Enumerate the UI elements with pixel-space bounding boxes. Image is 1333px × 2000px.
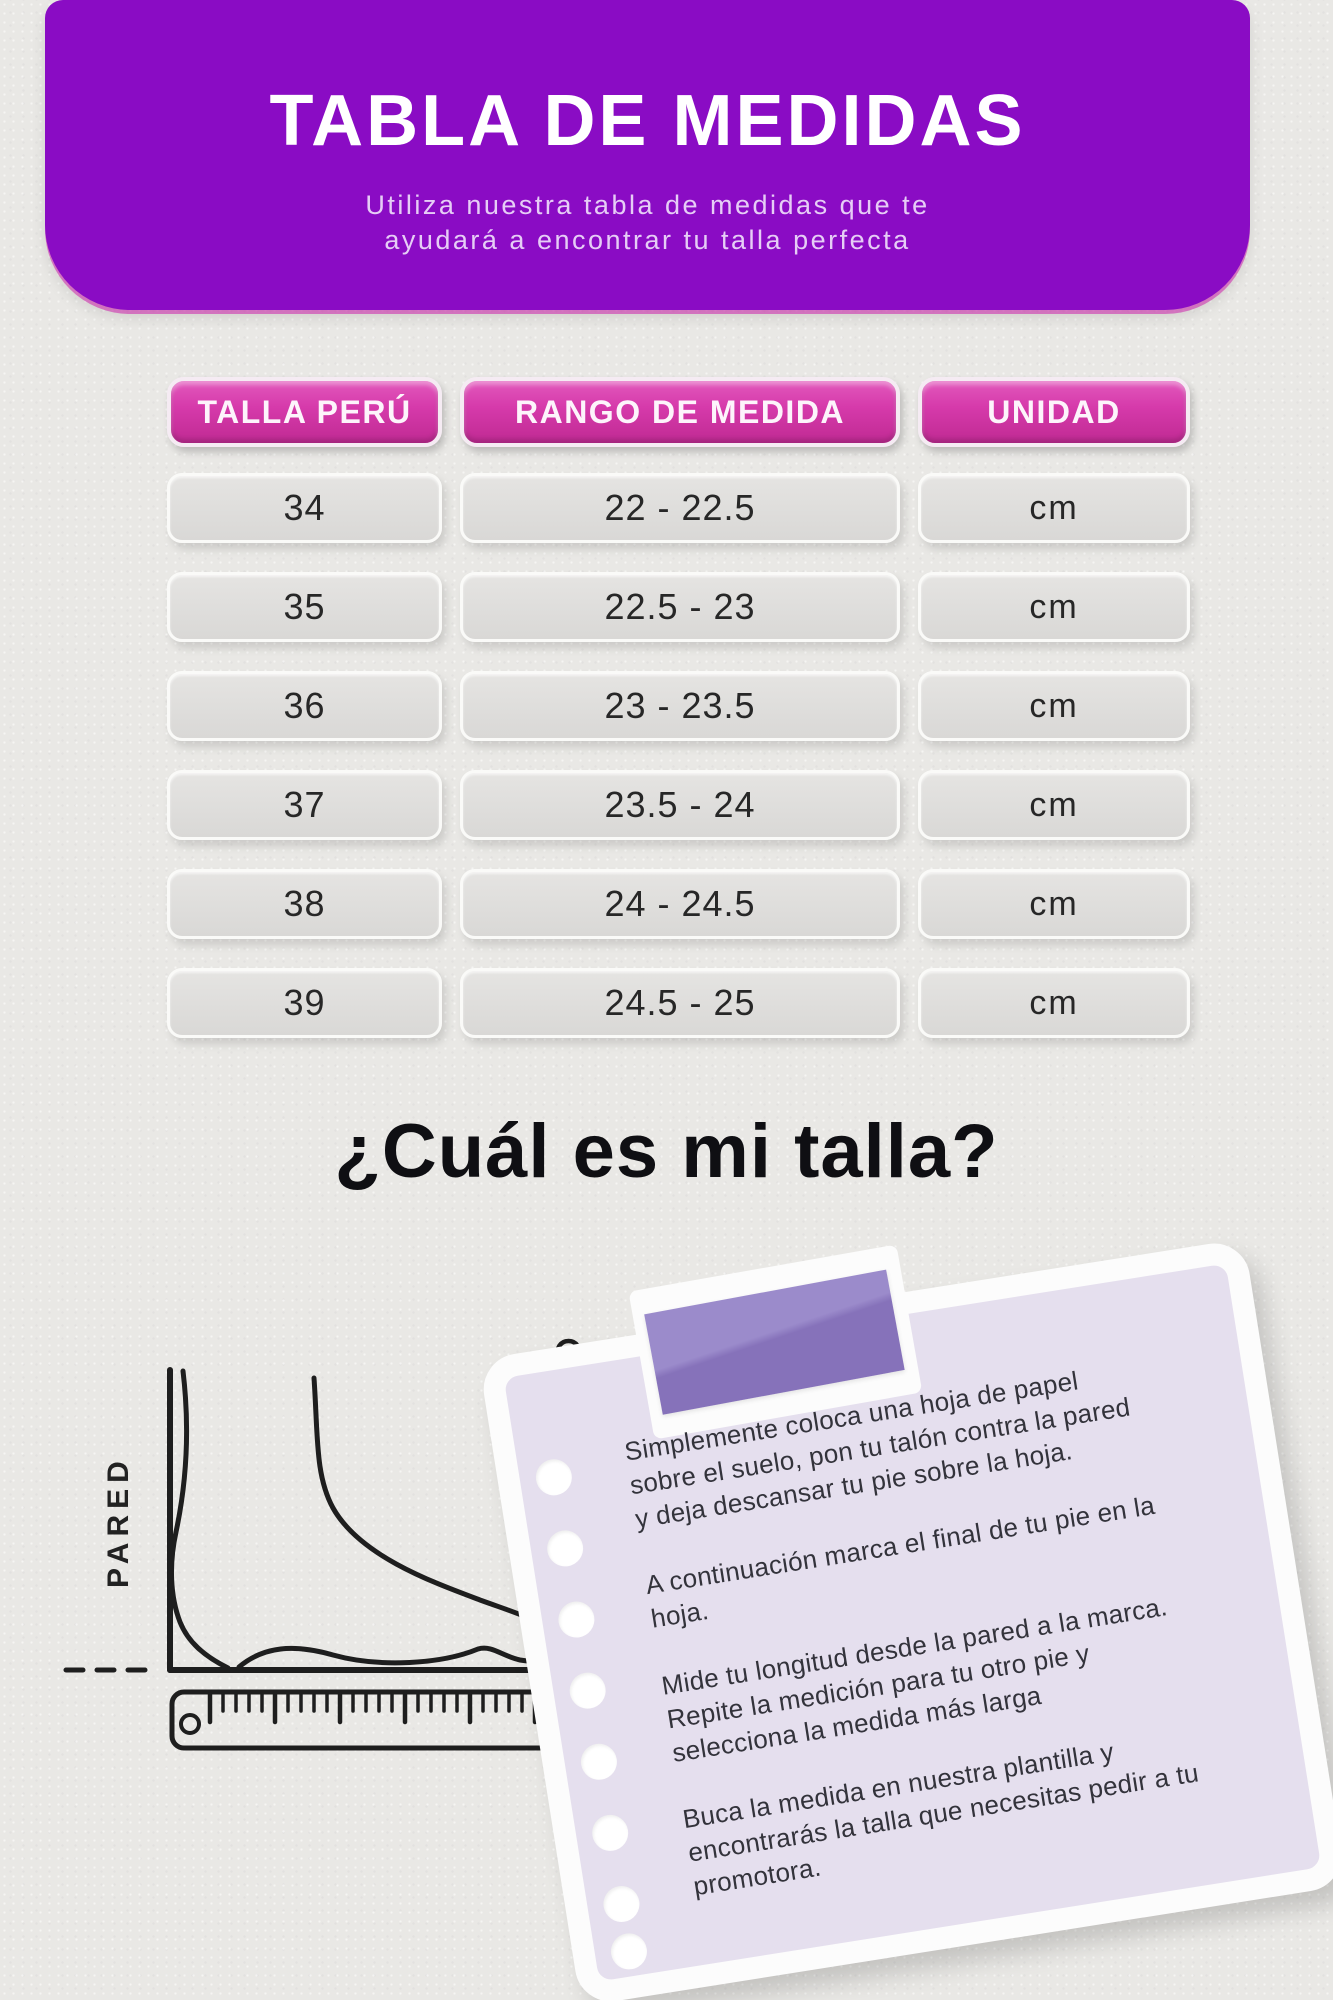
punch-hole — [589, 1812, 631, 1854]
cell-rango: 23 - 23.5 — [460, 671, 900, 741]
cell-unidad: cm — [918, 968, 1190, 1038]
size-table: TALLA PERÚ RANGO DE MEDIDA UNIDAD 34 22 … — [167, 377, 1190, 1038]
cell-rango: 24 - 24.5 — [460, 869, 900, 939]
cell-unidad: cm — [918, 770, 1190, 840]
cell-rango: 23.5 - 24 — [460, 770, 900, 840]
ruler — [169, 1689, 579, 1751]
punch-hole — [608, 1930, 650, 1972]
subtitle-line-2: ayudará a encontrar tu talla perfecta — [384, 225, 911, 255]
cell-unidad: cm — [918, 869, 1190, 939]
cell-rango: 24.5 - 25 — [460, 968, 900, 1038]
size-table-header-row: TALLA PERÚ RANGO DE MEDIDA UNIDAD — [167, 377, 1190, 447]
punch-hole — [578, 1741, 620, 1783]
column-header-unidad: UNIDAD — [918, 377, 1190, 447]
cell-talla: 36 — [167, 671, 442, 741]
subtitle-line-1: Utiliza nuestra tabla de medidas que te — [365, 190, 930, 220]
size-table-body: 34 22 - 22.5 cm 35 22.5 - 23 cm 36 23 - … — [167, 473, 1190, 1038]
punch-hole — [544, 1527, 586, 1570]
wall-label: PARED — [102, 1455, 135, 1588]
cell-rango: 22 - 22.5 — [460, 473, 900, 543]
cell-talla: 35 — [167, 572, 442, 642]
instructions-note: Simplemente coloca una hoja de papel sob… — [478, 1238, 1333, 2000]
cell-talla: 39 — [167, 968, 442, 1038]
punch-hole — [567, 1670, 609, 1712]
cell-unidad: cm — [918, 671, 1190, 741]
punch-hole — [600, 1883, 643, 1925]
header-banner: TABLA DE MEDIDAS Utiliza nuestra tabla d… — [45, 0, 1250, 310]
cell-talla: 34 — [167, 473, 442, 543]
column-header-talla-peru: TALLA PERÚ — [167, 377, 442, 447]
punch-hole — [555, 1598, 597, 1641]
cell-rango: 22.5 - 23 — [460, 572, 900, 642]
instruction-steps: Simplemente coloca una hoja de papel sob… — [622, 1355, 1210, 1904]
punch-hole — [533, 1456, 575, 1498]
cell-unidad: cm — [918, 572, 1190, 642]
column-header-rango-de-medida: RANGO DE MEDIDA — [460, 377, 900, 447]
page-subtitle: Utiliza nuestra tabla de medidas que te … — [45, 188, 1250, 258]
cell-talla: 37 — [167, 770, 442, 840]
page-title: TABLA DE MEDIDAS — [269, 81, 1026, 161]
section-heading: ¿Cuál es mi talla? — [334, 1109, 999, 1194]
cell-talla: 38 — [167, 869, 442, 939]
cell-unidad: cm — [918, 473, 1190, 543]
